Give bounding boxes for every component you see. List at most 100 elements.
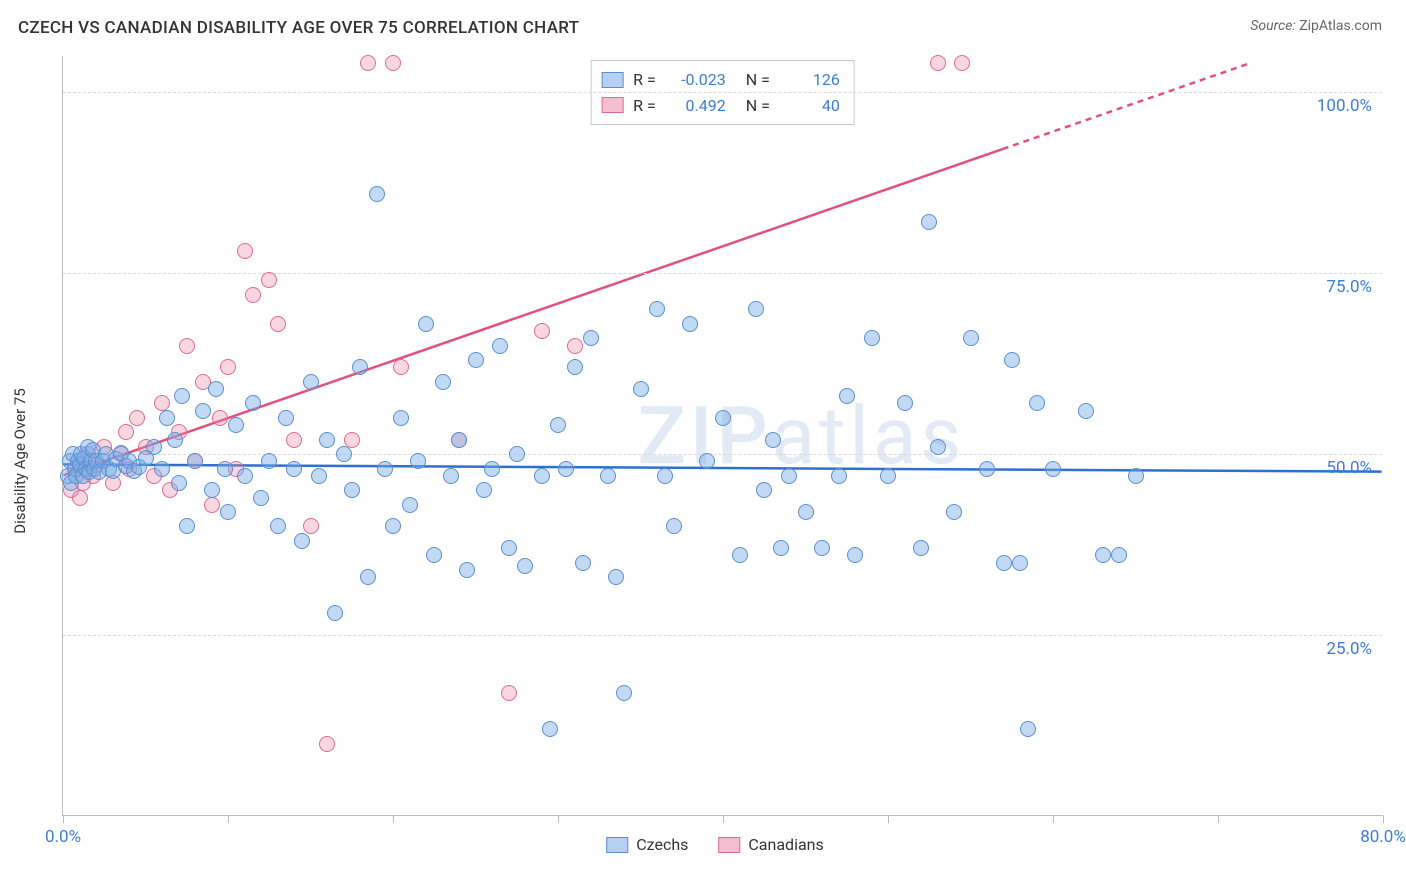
data-point [501,540,517,556]
data-point [286,432,302,448]
data-point [426,547,442,563]
data-point [814,540,830,556]
legend-item-canadians: Canadians [718,835,823,854]
x-tick [558,815,559,823]
data-point [1029,395,1045,411]
data-point [756,482,772,498]
data-point [261,272,277,288]
data-point [633,381,649,397]
data-point [195,403,211,419]
data-point [385,55,401,71]
data-point [666,518,682,534]
data-point [509,446,525,462]
data-point [303,374,319,390]
data-point [616,685,632,701]
data-point [220,359,236,375]
stats-row-czechs: R = -0.023 N = 126 [601,67,840,93]
data-point [1045,461,1061,477]
data-point [583,330,599,346]
data-point [798,504,814,520]
x-tick-label: 80.0% [1360,827,1406,847]
data-point [954,55,970,71]
data-point [682,316,698,332]
data-point [377,461,393,477]
swatch-blue [601,72,623,88]
x-tick-label: 0.0% [45,827,81,847]
swatch-blue [606,837,628,853]
x-tick [228,815,229,823]
stats-row-canadians: R = 0.492 N = 40 [601,93,840,119]
chart-title: CZECH VS CANADIAN DISABILITY AGE OVER 75… [18,18,579,38]
data-point [270,518,286,534]
x-tick [888,815,889,823]
data-point [476,482,492,498]
bottom-legend: Czechs Canadians [606,835,824,854]
data-point [336,446,352,462]
data-point [253,490,269,506]
legend-item-czechs: Czechs [606,835,688,854]
data-point [732,547,748,563]
data-point [278,410,294,426]
data-point [468,352,484,368]
data-point [228,417,244,433]
data-point [179,518,195,534]
data-point [930,439,946,455]
data-point [410,453,426,469]
data-point [327,605,343,621]
data-point [517,558,533,574]
data-point [237,468,253,484]
data-point [159,410,175,426]
data-point [550,417,566,433]
y-tick-label: 75.0% [1326,277,1372,297]
gridline [63,273,1382,274]
data-point [979,461,995,477]
data-point [167,432,183,448]
data-point [129,410,145,426]
data-point [484,461,500,477]
gridline [63,454,1382,455]
data-point [567,359,583,375]
data-point [443,468,459,484]
data-point [542,721,558,737]
data-point [608,569,624,585]
data-point [1095,547,1111,563]
data-point [174,388,190,404]
data-point [657,468,673,484]
data-point [360,569,376,585]
swatch-pink [601,97,623,113]
y-tick-label: 25.0% [1326,639,1372,659]
data-point [171,475,187,491]
x-tick [1053,815,1054,823]
data-point [831,468,847,484]
data-point [864,330,880,346]
data-point [963,330,979,346]
data-point [352,359,368,375]
data-point [880,468,896,484]
data-point [913,540,929,556]
data-point [294,533,310,549]
data-point [217,461,233,477]
data-point [204,497,220,513]
data-point [319,432,335,448]
data-point [1004,352,1020,368]
watermark: ZIPatlas [638,389,966,483]
gridline [63,635,1382,636]
data-point [1012,555,1028,571]
data-point [286,461,302,477]
swatch-pink [718,837,740,853]
data-point [393,359,409,375]
data-point [1078,403,1094,419]
data-point [237,243,253,259]
data-point [930,55,946,71]
data-point [220,504,236,520]
data-point [847,547,863,563]
data-point [261,453,277,469]
trend-lines [63,56,1382,815]
data-point [369,186,385,202]
y-tick-label: 50.0% [1326,458,1372,478]
data-point [501,685,517,701]
data-point [921,214,937,230]
data-point [154,461,170,477]
data-point [996,555,1012,571]
data-point [839,388,855,404]
